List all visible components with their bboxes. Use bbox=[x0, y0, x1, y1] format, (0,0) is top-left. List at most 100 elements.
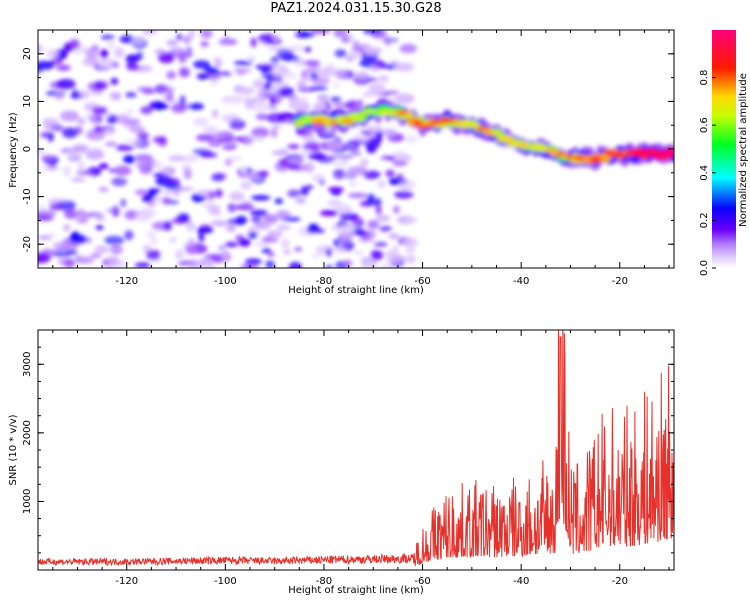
colorbar-tick-label: 0.2 bbox=[699, 212, 710, 228]
spectrogram-signal-ridge bbox=[292, 100, 674, 171]
noise-blob bbox=[253, 221, 272, 230]
noise-blob bbox=[248, 231, 258, 239]
noise-blob bbox=[233, 137, 245, 142]
ridge-blob bbox=[430, 120, 445, 125]
noise-blob bbox=[327, 186, 344, 193]
noise-blob bbox=[251, 195, 271, 201]
noise-blob bbox=[137, 160, 145, 166]
noise-blob bbox=[262, 214, 279, 224]
noise-blob bbox=[317, 93, 330, 103]
noise-blob bbox=[404, 218, 418, 222]
x-tick-label: -60 bbox=[414, 276, 430, 287]
noise-blob bbox=[260, 65, 272, 74]
noise-blob bbox=[56, 78, 76, 90]
noise-blob bbox=[302, 142, 319, 151]
noise-blob bbox=[281, 238, 290, 249]
noise-blob bbox=[347, 192, 367, 199]
noise-blob bbox=[60, 110, 80, 122]
noise-blob bbox=[154, 49, 167, 55]
noise-blob bbox=[283, 249, 291, 255]
snr-x-axis: -120 -100 -80 -60 -40 -20 bbox=[52, 330, 670, 587]
colorbar-label: Normalized spectral amplitude bbox=[738, 73, 749, 227]
noise-blob bbox=[252, 95, 267, 104]
noise-blob bbox=[334, 49, 347, 58]
noise-blob bbox=[300, 185, 309, 196]
noise-blob bbox=[111, 61, 120, 68]
noise-blob bbox=[276, 210, 289, 220]
noise-blob bbox=[92, 106, 108, 115]
noise-blob bbox=[125, 138, 140, 145]
noise-blob bbox=[208, 190, 216, 198]
noise-blob bbox=[201, 203, 218, 208]
noise-blob bbox=[317, 158, 335, 163]
noise-blob bbox=[134, 189, 149, 196]
spectrogram-y-label: Frequency (Hz) bbox=[8, 112, 19, 188]
noise-blob bbox=[379, 225, 392, 232]
ridge-blob bbox=[620, 153, 630, 157]
noise-blob bbox=[198, 231, 205, 243]
noise-blob bbox=[335, 69, 347, 79]
noise-blob bbox=[331, 191, 342, 196]
noise-blob bbox=[278, 66, 290, 76]
noise-blob bbox=[76, 256, 94, 264]
noise-blob bbox=[337, 204, 353, 214]
noise-blob bbox=[250, 135, 265, 142]
ridge-blob bbox=[658, 150, 670, 155]
y-tick-label: 20 bbox=[22, 47, 33, 60]
ridge-blob bbox=[499, 135, 513, 141]
noise-blob bbox=[134, 154, 153, 162]
noise-blob bbox=[95, 225, 104, 230]
noise-blob bbox=[240, 181, 253, 190]
noise-blob bbox=[174, 249, 185, 260]
noise-blob bbox=[67, 149, 79, 159]
noise-blob bbox=[196, 73, 209, 80]
noise-blob bbox=[277, 81, 290, 88]
noise-blob bbox=[49, 57, 63, 65]
noise-blob bbox=[75, 218, 83, 223]
noise-blob bbox=[250, 37, 257, 48]
noise-blob bbox=[209, 81, 219, 86]
noise-blob bbox=[84, 212, 104, 218]
snr-y-axis: 1000 2000 3000 bbox=[22, 329, 674, 571]
noise-blob bbox=[359, 158, 369, 167]
y-tick-label: -10 bbox=[22, 188, 33, 204]
noise-blob bbox=[325, 139, 345, 151]
noise-blob bbox=[100, 34, 115, 41]
noise-blob bbox=[224, 158, 233, 166]
colorbar-tick-label: 0.8 bbox=[699, 70, 710, 86]
noise-blob bbox=[353, 74, 372, 85]
noise-blob bbox=[211, 109, 219, 119]
noise-blob bbox=[153, 104, 170, 109]
noise-blob bbox=[68, 39, 80, 50]
noise-blob bbox=[370, 64, 380, 72]
noise-blob bbox=[125, 92, 137, 98]
noise-blob bbox=[392, 150, 406, 160]
y-tick-label: 10 bbox=[22, 95, 33, 108]
noise-blob bbox=[167, 200, 179, 205]
noise-blob bbox=[265, 260, 275, 268]
y-tick-label: -20 bbox=[22, 236, 33, 252]
noise-blob bbox=[182, 36, 192, 44]
noise-blob bbox=[111, 177, 128, 187]
noise-blob bbox=[310, 72, 319, 80]
ridge-blob bbox=[530, 143, 542, 150]
noise-blob bbox=[93, 125, 102, 133]
ridge-blob bbox=[491, 131, 502, 136]
ridge-blob bbox=[328, 120, 339, 125]
x-tick-label: -120 bbox=[115, 276, 138, 287]
ridge-blob bbox=[482, 127, 491, 132]
noise-blob bbox=[257, 87, 267, 98]
noise-blob bbox=[137, 131, 149, 141]
noise-blob bbox=[213, 57, 223, 68]
noise-blob bbox=[388, 233, 400, 240]
noise-blob bbox=[224, 95, 245, 104]
noise-blob bbox=[46, 49, 60, 58]
noise-blob bbox=[134, 262, 151, 268]
noise-blob bbox=[106, 114, 119, 124]
ridge-blob bbox=[351, 116, 366, 123]
noise-blob bbox=[38, 235, 53, 240]
noise-blob bbox=[287, 156, 305, 165]
y-tick-label: 2000 bbox=[22, 420, 33, 445]
ridge-blob bbox=[668, 149, 674, 156]
noise-blob bbox=[195, 134, 215, 142]
